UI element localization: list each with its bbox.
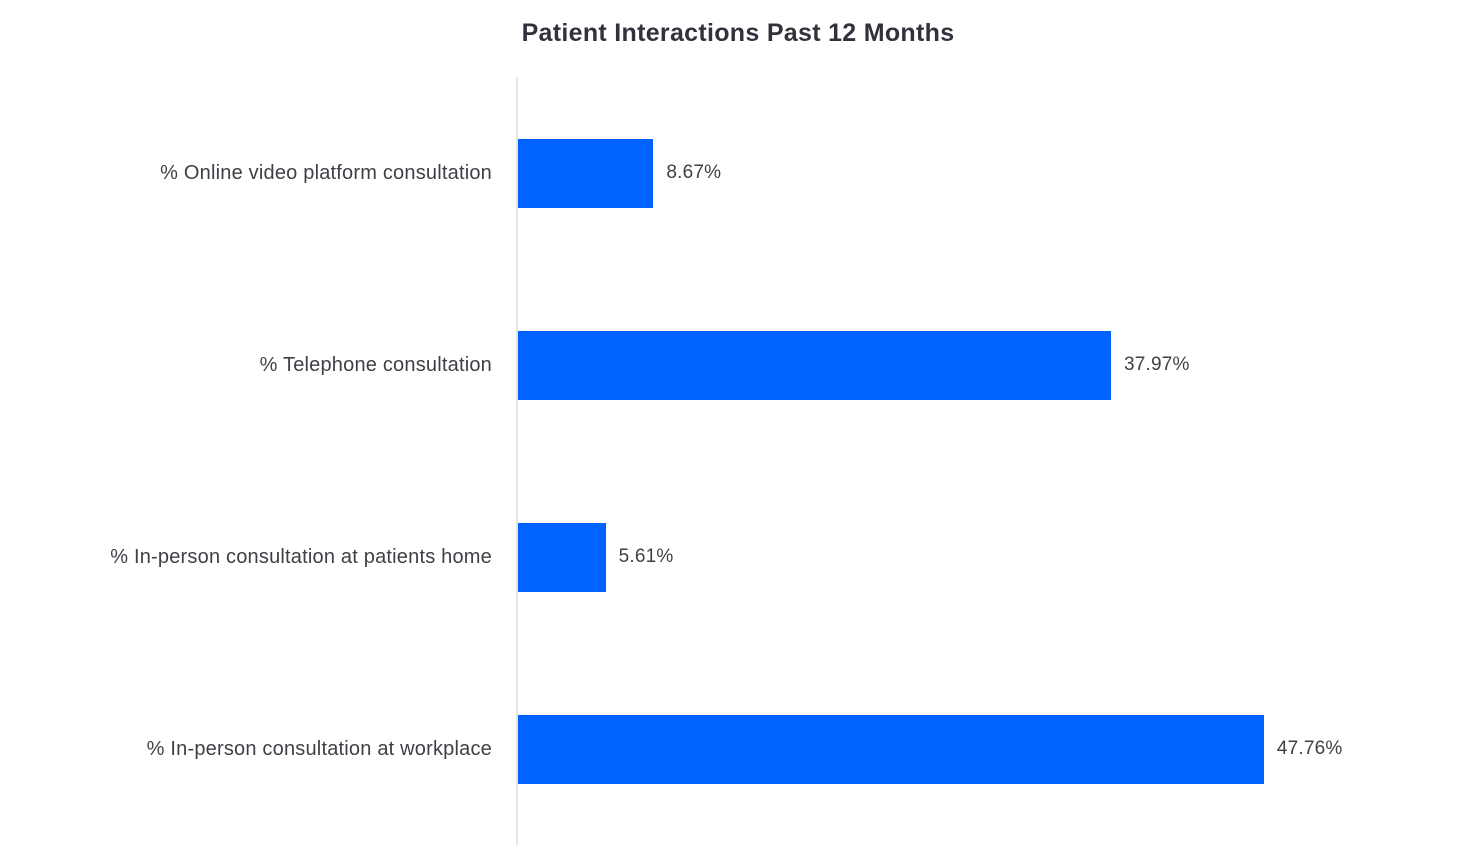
category-label: % Online video platform consultation <box>160 161 492 184</box>
bar <box>518 330 1111 400</box>
chart-row: % Online video platform consultation 8.67… <box>0 77 1476 269</box>
bar <box>518 714 1264 784</box>
value-label: 47.76% <box>1276 738 1343 759</box>
bar <box>518 522 606 592</box>
chart-title: Patient Interactions Past 12 Months <box>521 19 955 47</box>
chart-row: % In-person consultation at workplace 47.… <box>0 653 1476 845</box>
chart-row: % Telephone consultation 37.97% <box>0 269 1476 461</box>
y-axis-line <box>516 77 518 845</box>
value-label: 37.97% <box>1124 354 1190 375</box>
value-label: 5.61% <box>618 546 674 567</box>
category-label: % Telephone consultation <box>259 353 492 376</box>
chart-row: % In-person consultation at patients hom… <box>0 461 1476 653</box>
bar-chart-plot-area: % Online video platform consultation 8.67… <box>0 77 1476 845</box>
category-label: % In-person consultation at patients hom… <box>110 545 492 568</box>
bar <box>518 138 654 208</box>
category-label: % In-person consultation at workplace <box>146 737 492 760</box>
value-label: 8.67% <box>666 162 722 183</box>
